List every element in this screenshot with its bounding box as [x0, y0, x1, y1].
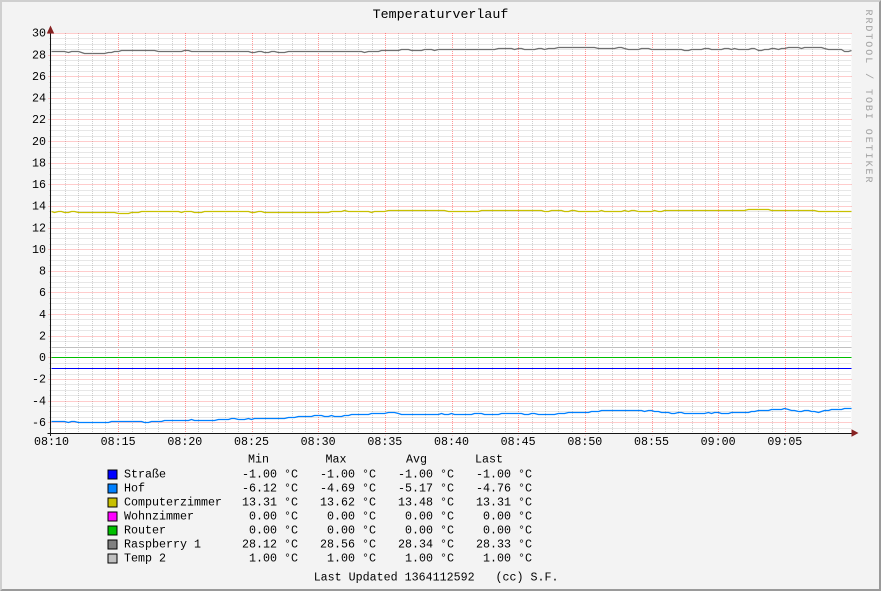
svg-text:2: 2 — [39, 329, 46, 343]
svg-text:13.31 °C: 13.31 °C — [235, 496, 298, 510]
svg-text:12: 12 — [32, 221, 46, 235]
svg-text:Max: Max — [326, 453, 347, 467]
svg-text:-4: -4 — [32, 394, 46, 408]
svg-text:08:25: 08:25 — [234, 435, 269, 449]
svg-text:13.31 °C: 13.31 °C — [469, 496, 532, 510]
svg-text:Straße: Straße — [124, 468, 166, 482]
svg-text:Hof: Hof — [124, 482, 145, 496]
svg-text:14: 14 — [32, 200, 46, 214]
svg-text:Min: Min — [248, 453, 269, 467]
svg-text:0.00 °C: 0.00 °C — [235, 510, 298, 524]
svg-text:08:20: 08:20 — [167, 435, 202, 449]
svg-text:28.56 °C: 28.56 °C — [313, 538, 376, 552]
svg-text:Raspberry 1: Raspberry 1 — [124, 538, 201, 552]
svg-text:28: 28 — [32, 48, 46, 62]
svg-text:0: 0 — [39, 351, 46, 365]
svg-text:4: 4 — [39, 308, 46, 322]
svg-text:08:35: 08:35 — [367, 435, 402, 449]
svg-text:-5.17 °C: -5.17 °C — [391, 482, 454, 496]
svg-text:10: 10 — [32, 243, 46, 257]
svg-text:24: 24 — [32, 92, 46, 106]
svg-text:1.00 °C: 1.00 °C — [469, 552, 532, 566]
svg-text:08:50: 08:50 — [567, 435, 602, 449]
svg-text:13.48 °C: 13.48 °C — [391, 496, 454, 510]
svg-text:26: 26 — [32, 70, 46, 84]
svg-text:22: 22 — [32, 113, 46, 127]
svg-text:Last: Last — [475, 453, 503, 467]
svg-text:Avg: Avg — [406, 453, 427, 467]
svg-text:28.34 °C: 28.34 °C — [391, 538, 454, 552]
svg-text:20: 20 — [32, 135, 46, 149]
svg-text:Computerzimmer: Computerzimmer — [124, 496, 222, 510]
svg-text:-1.00 °C: -1.00 °C — [391, 468, 454, 482]
svg-text:-1.00 °C: -1.00 °C — [313, 468, 376, 482]
svg-text:0.00 °C: 0.00 °C — [313, 510, 376, 524]
svg-text:0.00 °C: 0.00 °C — [391, 524, 454, 538]
svg-text:1.00 °C: 1.00 °C — [235, 552, 298, 566]
svg-text:Wohnzimmer: Wohnzimmer — [124, 510, 194, 524]
svg-text:-1.00 °C: -1.00 °C — [469, 468, 532, 482]
svg-text:-6: -6 — [32, 416, 46, 430]
svg-text:0.00 °C: 0.00 °C — [391, 510, 454, 524]
svg-text:0.00 °C: 0.00 °C — [469, 510, 532, 524]
svg-text:1.00 °C: 1.00 °C — [313, 552, 376, 566]
svg-text:Last Updated 1364112592 (cc): Last Updated 1364112592 (cc) S.F. — [314, 571, 559, 585]
svg-text:08:45: 08:45 — [501, 435, 536, 449]
svg-text:08:55: 08:55 — [634, 435, 669, 449]
svg-text:08:10: 08:10 — [34, 435, 69, 449]
svg-text:0.00 °C: 0.00 °C — [313, 524, 376, 538]
svg-text:18: 18 — [32, 156, 46, 170]
svg-text:30: 30 — [32, 27, 46, 41]
svg-text:13.62 °C: 13.62 °C — [313, 496, 376, 510]
svg-text:Router: Router — [124, 524, 166, 538]
svg-text:08:40: 08:40 — [434, 435, 469, 449]
svg-text:28.12 °C: 28.12 °C — [235, 538, 298, 552]
svg-text:08:15: 08:15 — [101, 435, 136, 449]
svg-text:08:30: 08:30 — [301, 435, 336, 449]
svg-text:09:05: 09:05 — [767, 435, 802, 449]
svg-text:-6.12 °C: -6.12 °C — [235, 482, 298, 496]
svg-text:6: 6 — [39, 286, 46, 300]
svg-text:28.33 °C: 28.33 °C — [469, 538, 532, 552]
svg-text:RRDTOOL / TOBI OETIKER: RRDTOOL / TOBI OETIKER — [862, 10, 874, 185]
svg-text:Temp 2: Temp 2 — [124, 552, 166, 566]
svg-text:Temperaturverlauf: Temperaturverlauf — [373, 7, 509, 22]
svg-text:0.00 °C: 0.00 °C — [469, 524, 532, 538]
svg-text:16: 16 — [32, 178, 46, 192]
svg-text:-4.69 °C: -4.69 °C — [313, 482, 376, 496]
svg-text:-4.76 °C: -4.76 °C — [469, 482, 532, 496]
svg-text:09:00: 09:00 — [701, 435, 736, 449]
svg-text:8: 8 — [39, 265, 46, 279]
svg-text:-2: -2 — [32, 373, 46, 387]
svg-text:0.00 °C: 0.00 °C — [235, 524, 298, 538]
svg-text:-1.00 °C: -1.00 °C — [235, 468, 298, 482]
svg-text:1.00 °C: 1.00 °C — [391, 552, 454, 566]
